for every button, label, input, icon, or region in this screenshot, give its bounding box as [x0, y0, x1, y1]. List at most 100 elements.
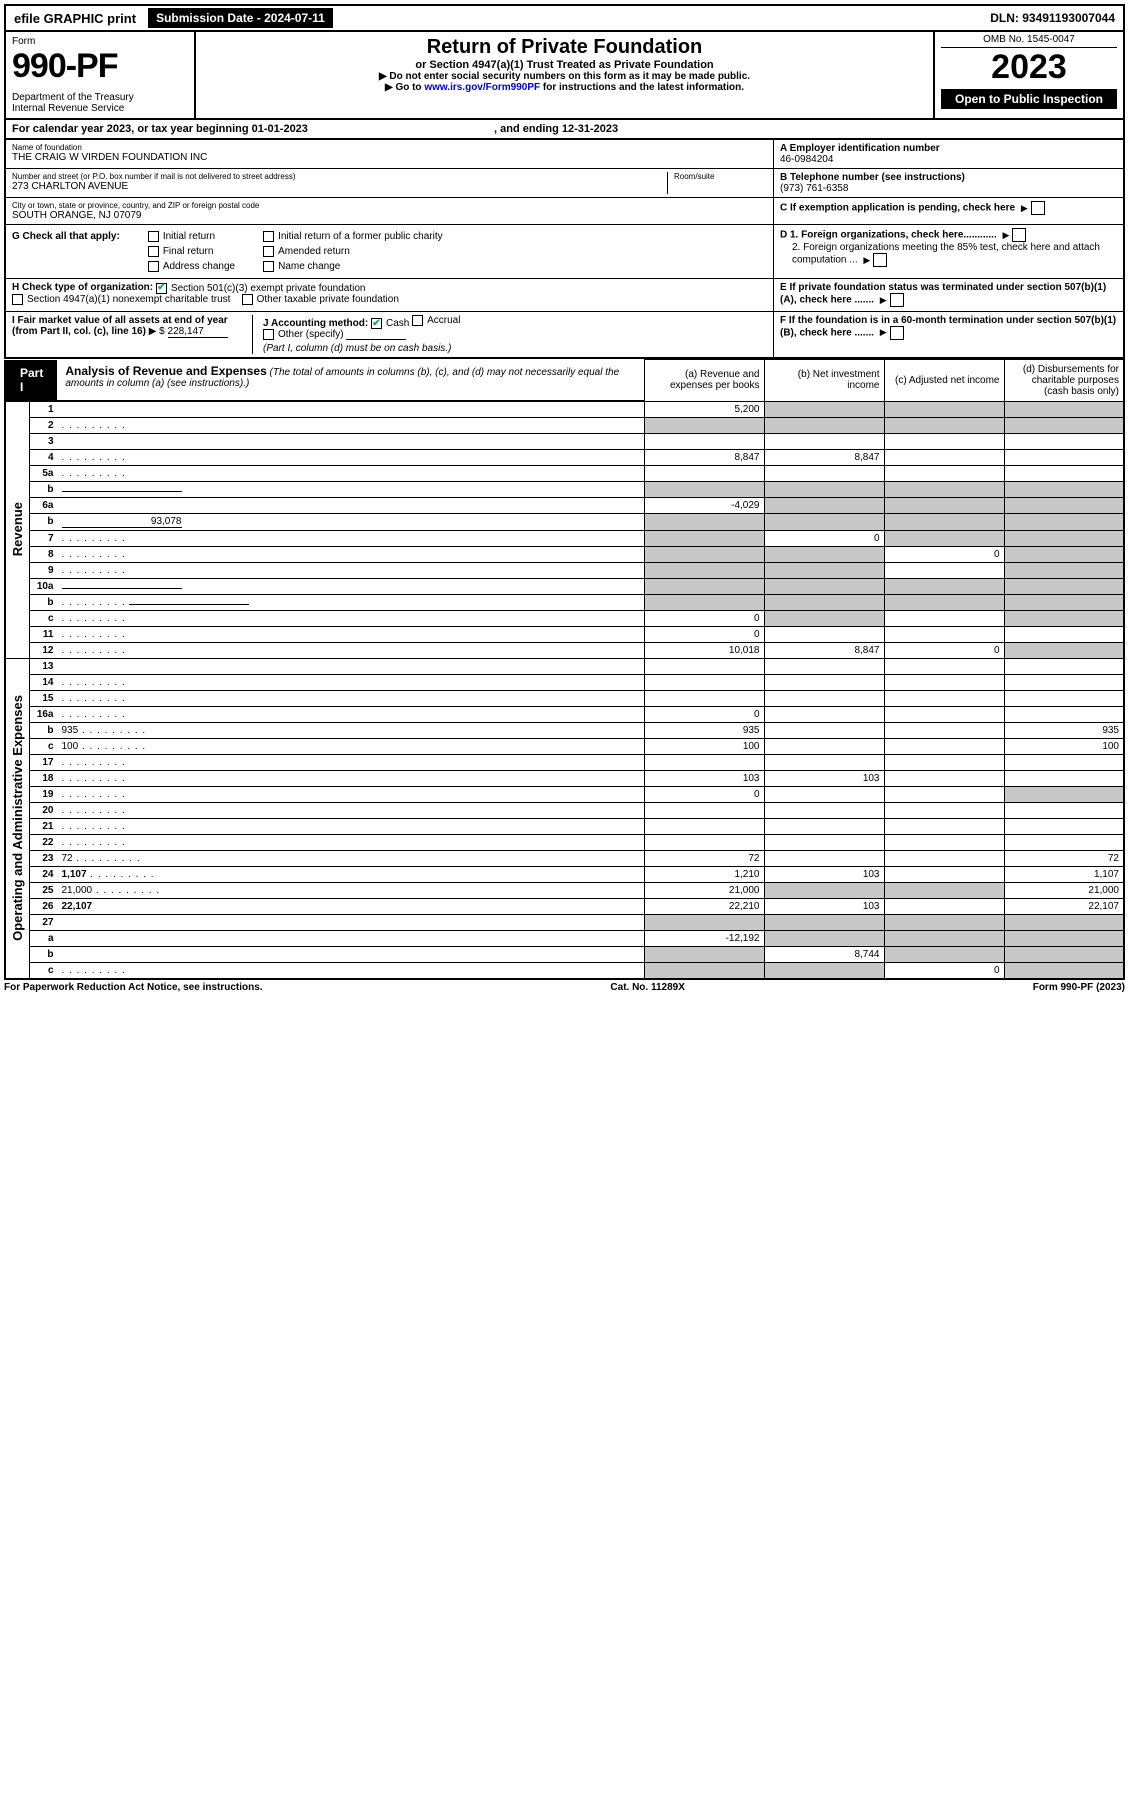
g-amended[interactable]: Amended return	[263, 246, 443, 257]
line-desc	[58, 642, 645, 658]
line-number: c	[30, 738, 58, 754]
amount-cell	[884, 946, 1004, 962]
amount-cell: 8,847	[764, 642, 884, 658]
line-desc: 100	[58, 738, 645, 754]
header-right: OMB No. 1545-0047 2023 Open to Public In…	[933, 32, 1123, 118]
amount-cell	[884, 401, 1004, 417]
amount-cell	[884, 658, 1004, 674]
room-label: Room/suite	[674, 172, 767, 181]
tel-label: B Telephone number (see instructions)	[780, 172, 1117, 183]
line-number: 18	[30, 770, 58, 786]
amount-cell	[1004, 513, 1124, 530]
line-number: 1	[30, 401, 58, 417]
j-note: (Part I, column (d) must be on cash basi…	[263, 343, 451, 354]
line-desc	[58, 465, 645, 481]
amount-cell	[1004, 401, 1124, 417]
amount-cell	[764, 786, 884, 802]
amount-cell	[1004, 626, 1124, 642]
line-number: b	[30, 513, 58, 530]
amount-cell	[764, 802, 884, 818]
line-desc	[58, 594, 645, 610]
part1-table: Part I Analysis of Revenue and Expenses …	[4, 359, 1125, 980]
header-center: Return of Private Foundation or Section …	[196, 32, 933, 118]
city-value: SOUTH ORANGE, NJ 07079	[12, 210, 767, 221]
line-desc	[58, 417, 645, 433]
amount-cell	[1004, 562, 1124, 578]
line-desc	[58, 754, 645, 770]
f-checkbox[interactable]	[890, 326, 904, 340]
amount-cell: 0	[764, 530, 884, 546]
j-label: J Accounting method:	[263, 318, 368, 329]
table-row: 27	[5, 914, 1124, 930]
amount-cell	[644, 674, 764, 690]
g-initial[interactable]: Initial return	[148, 231, 235, 242]
line-desc	[58, 930, 645, 946]
col-c-hdr: (c) Adjusted net income	[884, 360, 1004, 402]
amount-cell	[764, 465, 884, 481]
line-desc	[58, 546, 645, 562]
line-desc	[58, 962, 645, 979]
d1-checkbox[interactable]	[1012, 228, 1026, 242]
amount-cell	[884, 594, 1004, 610]
amount-cell	[884, 882, 1004, 898]
table-row: Revenue15,200	[5, 401, 1124, 417]
d2-checkbox[interactable]	[873, 253, 887, 267]
line-desc	[58, 802, 645, 818]
table-row: 1210,0188,8470	[5, 642, 1124, 658]
amount-cell	[1004, 481, 1124, 497]
amount-cell: 72	[644, 850, 764, 866]
amount-cell: 100	[644, 738, 764, 754]
amount-cell: 22,210	[644, 898, 764, 914]
amount-cell	[884, 530, 1004, 546]
form-label: Form	[12, 36, 188, 47]
h-other-taxable[interactable]: Other taxable private foundation	[242, 294, 399, 305]
line-desc	[58, 433, 645, 449]
amount-cell	[644, 530, 764, 546]
amount-cell	[644, 417, 764, 433]
g-name-change[interactable]: Name change	[263, 261, 443, 272]
amount-cell	[644, 658, 764, 674]
amount-cell	[644, 546, 764, 562]
j-other[interactable]: Other (specify)	[263, 329, 344, 340]
amount-cell	[884, 786, 1004, 802]
amount-cell	[644, 513, 764, 530]
table-row: 16a0	[5, 706, 1124, 722]
line-number: 17	[30, 754, 58, 770]
line-desc	[58, 626, 645, 642]
amount-cell	[764, 594, 884, 610]
c-checkbox[interactable]	[1031, 201, 1045, 215]
calendar-year-row: For calendar year 2023, or tax year begi…	[4, 120, 1125, 140]
amount-cell: 103	[764, 866, 884, 882]
table-row: 48,8478,847	[5, 449, 1124, 465]
j-cash[interactable]: Cash	[371, 318, 409, 329]
table-row: c100100100	[5, 738, 1124, 754]
tel-cell: B Telephone number (see instructions) (9…	[773, 169, 1123, 198]
g-address[interactable]: Address change	[148, 261, 235, 272]
amount-cell	[884, 834, 1004, 850]
line-number: 15	[30, 690, 58, 706]
j-accrual[interactable]: Accrual	[412, 315, 460, 326]
g-initial-former[interactable]: Initial return of a former public charit…	[263, 231, 443, 242]
table-row: 241,1071,2101031,107	[5, 866, 1124, 882]
omb-number: OMB No. 1545-0047	[941, 34, 1117, 48]
table-row: b	[5, 481, 1124, 497]
amount-cell: 0	[644, 610, 764, 626]
line-desc	[58, 562, 645, 578]
amount-cell	[1004, 530, 1124, 546]
e-checkbox[interactable]	[890, 293, 904, 307]
tax-year: 2023	[941, 48, 1117, 87]
amount-cell	[1004, 417, 1124, 433]
amount-cell	[764, 658, 884, 674]
top-bar: efile GRAPHIC print Submission Date - 20…	[4, 4, 1125, 32]
foundation-name: THE CRAIG W VIRDEN FOUNDATION INC	[12, 152, 767, 163]
irs-link[interactable]: www.irs.gov/Form990PF	[424, 82, 540, 93]
h-501c3[interactable]: Section 501(c)(3) exempt private foundat…	[156, 283, 366, 294]
h-4947[interactable]: Section 4947(a)(1) nonexempt charitable …	[12, 294, 230, 305]
g-final[interactable]: Final return	[148, 246, 235, 257]
submission-date: Submission Date - 2024-07-11	[148, 8, 333, 28]
amount-cell	[764, 690, 884, 706]
amount-cell	[1004, 770, 1124, 786]
cal-begin: For calendar year 2023, or tax year begi…	[12, 123, 308, 135]
amount-cell	[1004, 578, 1124, 594]
table-row: 70	[5, 530, 1124, 546]
